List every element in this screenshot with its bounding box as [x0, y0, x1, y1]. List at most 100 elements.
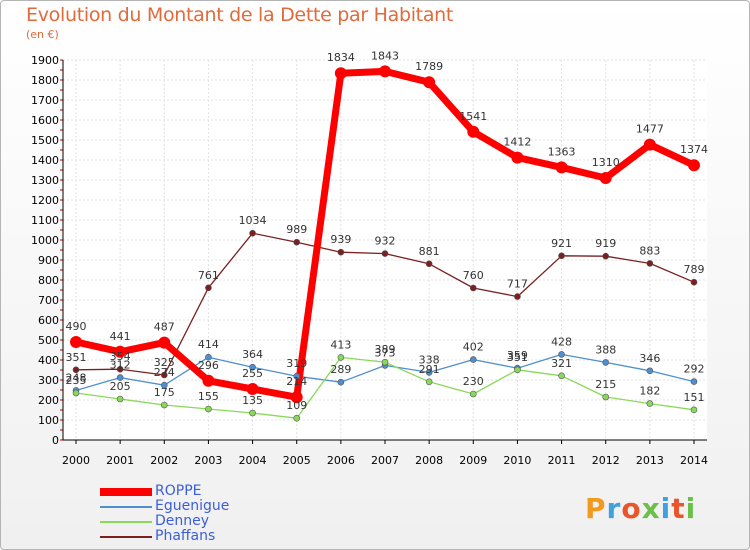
data-label: 428 [551, 335, 572, 348]
y-tick-label: 800 [38, 274, 59, 287]
data-point [425, 369, 433, 376]
data-label: 761 [198, 269, 219, 282]
x-tick-label: 2004 [239, 454, 267, 467]
data-point [643, 138, 656, 151]
y-tick-label: 900 [38, 254, 59, 267]
y-tick-label: 300 [38, 374, 59, 387]
data-label: 1310 [592, 156, 620, 169]
data-point [293, 238, 301, 246]
data-label: 388 [595, 343, 616, 356]
data-point [602, 359, 610, 366]
data-label: 289 [330, 363, 351, 376]
data-label: 354 [110, 350, 131, 363]
data-label: 135 [242, 394, 263, 407]
data-point [646, 367, 654, 375]
x-tick-label: 2002 [150, 454, 178, 467]
data-label: 248 [66, 371, 87, 384]
chart-title: Evolution du Montant de la Dette par Hab… [26, 4, 454, 26]
y-tick-label: 700 [38, 294, 59, 307]
data-point [558, 372, 565, 380]
y-tick-label: 200 [38, 394, 59, 407]
tick-labels: 0 100 200 300 400 500 600 700 800 900 1000 1100 1200… [31, 54, 708, 467]
legend-label-phaffans: Phaffans [155, 528, 216, 544]
y-tick-label: 1900 [31, 54, 59, 67]
data-point [249, 363, 256, 371]
y-tick-label: 1000 [31, 234, 59, 247]
data-label: 338 [419, 353, 440, 366]
legend-label-denney: Denney [155, 513, 210, 529]
data-point [511, 151, 524, 164]
data-point [205, 284, 212, 292]
data-point [337, 354, 345, 361]
data-label: 919 [595, 237, 616, 250]
data-label: 364 [242, 348, 263, 361]
data-point [379, 65, 391, 78]
data-label: 441 [110, 330, 131, 343]
data-point [690, 406, 698, 414]
y-tick-label: 1500 [31, 134, 59, 147]
data-point [205, 353, 212, 361]
y-tick-label: 1700 [31, 94, 59, 107]
data-point [337, 248, 345, 256]
data-label: 351 [66, 351, 87, 364]
series-points [70, 65, 700, 422]
axes [60, 59, 707, 444]
data-label: 1034 [239, 214, 267, 227]
data-point [425, 378, 433, 386]
x-tick-label: 2000 [62, 454, 90, 467]
data-point [160, 371, 168, 379]
data-label: 413 [330, 338, 351, 351]
data-point [646, 260, 654, 267]
data-label: 1477 [636, 123, 664, 136]
data-point [555, 161, 568, 174]
data-label: 175 [154, 386, 175, 399]
data-point [514, 366, 521, 374]
data-point [290, 391, 303, 404]
data-label: 182 [639, 385, 660, 398]
data-label: 155 [198, 390, 219, 403]
data-point [558, 351, 565, 358]
data-point [425, 260, 433, 268]
data-point [70, 336, 82, 348]
data-point [116, 395, 124, 403]
data-point [690, 278, 698, 286]
data-point [205, 405, 212, 413]
y-tick-label: 1100 [31, 214, 59, 227]
data-point [381, 250, 389, 257]
data-point [116, 365, 124, 373]
y-tick-label: 1300 [31, 174, 59, 187]
x-tick-label: 2012 [592, 454, 620, 467]
data-label: 215 [595, 378, 616, 391]
data-label: 255 [242, 367, 263, 380]
data-label: 230 [463, 375, 484, 388]
x-tick-label: 2001 [106, 454, 134, 467]
data-label: 359 [507, 349, 528, 362]
data-point [249, 409, 256, 417]
data-point [114, 345, 127, 358]
data-label: 883 [639, 244, 660, 257]
data-label: 932 [375, 235, 396, 248]
data-label: 235 [66, 374, 87, 387]
data-point [381, 358, 389, 366]
data-label: 1363 [548, 145, 576, 158]
data-point [293, 372, 301, 380]
data-point [160, 381, 168, 389]
data-point [558, 252, 565, 260]
data-label: 487 [154, 321, 175, 334]
data-label: 1412 [503, 136, 531, 149]
data-point [602, 393, 610, 401]
data-label: 292 [684, 363, 705, 376]
data-point [202, 374, 215, 387]
data-label: 351 [507, 351, 528, 364]
legend-label-eguenigue: Eguenigue [155, 498, 230, 514]
data-label: 325 [154, 356, 175, 369]
y-tick-label: 400 [38, 354, 59, 367]
y-tick-label: 1800 [31, 74, 59, 87]
data-point [467, 125, 480, 138]
legend-label-roppe: ROPPE [155, 483, 202, 499]
data-label: 296 [198, 359, 219, 372]
y-tick-label: 100 [38, 414, 59, 427]
x-tick-label: 2010 [503, 454, 531, 467]
y-tick-label: 0 [52, 434, 59, 447]
